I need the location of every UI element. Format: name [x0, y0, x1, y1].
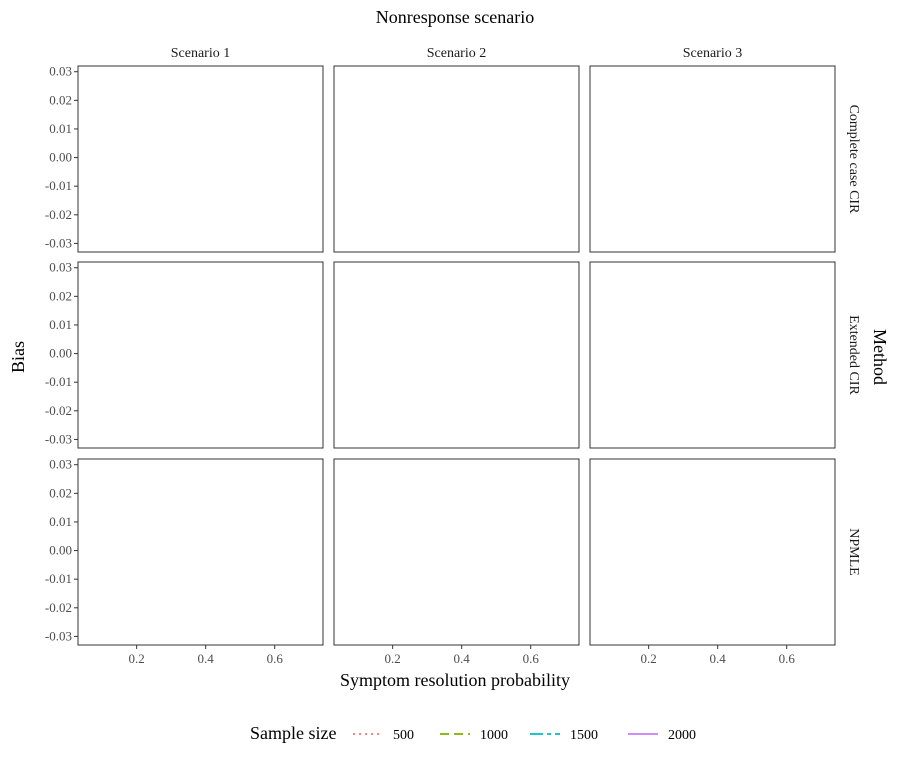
- y-tick-label: -0.01: [45, 374, 72, 389]
- panel-border: [589, 65, 836, 253]
- legend-title: Sample size: [250, 723, 336, 743]
- x-tick-label: 0.4: [710, 651, 727, 666]
- y-tick-label: 0.03: [49, 457, 72, 472]
- panel: -0.03 -0.02 -0.01 0.00 0.01 0.02 0.03: [45, 64, 324, 253]
- x-tick-label: 0.6: [523, 651, 540, 666]
- panel: [589, 261, 836, 449]
- legend-label-1500: 1500: [570, 728, 598, 743]
- y-tick-label: -0.03: [45, 628, 72, 643]
- x-axis-title: Symptom resolution probability: [340, 670, 570, 690]
- y-tick-label: 0.02: [49, 288, 72, 303]
- legend: Sample size 500 1000 1500 2000: [250, 723, 696, 743]
- x-tick-label: 0.2: [385, 651, 401, 666]
- x-tick-label: 0.2: [129, 651, 145, 666]
- y-tick-label: -0.01: [45, 571, 72, 586]
- y-tick-label: 0.01: [49, 514, 72, 529]
- y-tick-label: 0.00: [49, 150, 72, 165]
- panel-border: [589, 458, 836, 646]
- panel-border: [333, 65, 580, 253]
- row-strip-label: NPMLE: [846, 528, 861, 575]
- panel-border: [333, 458, 580, 646]
- y-tick-label: 0.01: [49, 317, 72, 332]
- y-tick-label: 0.02: [49, 485, 72, 500]
- panel: 0.2 0.4 0.6: [589, 458, 836, 666]
- row-facet-title: Method: [870, 329, 890, 385]
- y-tick-label: 0.00: [49, 543, 72, 558]
- panel: -0.03 -0.02 -0.01 0.00 0.01 0.02 0.03: [45, 260, 324, 449]
- panel: 0.2 0.4 0.6: [333, 458, 580, 666]
- column-strip-label: Scenario 1: [171, 46, 230, 61]
- panel-border: [77, 261, 324, 449]
- y-tick-label: -0.02: [45, 207, 72, 222]
- legend-label-500: 500: [393, 728, 414, 743]
- panel-border: [77, 65, 324, 253]
- x-tick-label: 0.4: [454, 651, 471, 666]
- panel-border: [333, 261, 580, 449]
- x-tick-label: 0.6: [779, 651, 796, 666]
- column-strip-label: Scenario 3: [683, 46, 742, 61]
- y-tick-label: -0.01: [45, 178, 72, 193]
- panel-border: [589, 261, 836, 449]
- y-tick-label: 0.00: [49, 346, 72, 361]
- y-axis-title: Bias: [8, 341, 28, 373]
- legend-label-1000: 1000: [480, 728, 508, 743]
- legend-label-2000: 2000: [668, 728, 696, 743]
- panel: -0.03 -0.02 -0.01 0.00 0.01 0.02 0.03 0.2 0.4 0.6: [45, 457, 324, 666]
- column-strip-label: Scenario 2: [427, 46, 486, 61]
- x-tick-label: 0.4: [198, 651, 215, 666]
- y-tick-label: -0.02: [45, 600, 72, 615]
- y-tick-label: -0.03: [45, 235, 72, 250]
- row-strip-label: Complete case CIR: [846, 105, 861, 215]
- panels-group: Scenario 1 Scenario 2 Scenario 3 Complete c…: [45, 46, 861, 666]
- panel-border: [77, 458, 324, 646]
- panel: [333, 65, 580, 253]
- y-tick-label: 0.03: [49, 64, 72, 79]
- y-tick-label: -0.03: [45, 431, 72, 446]
- chart-title: Nonresponse scenario: [376, 7, 534, 27]
- panel: [333, 261, 580, 449]
- y-tick-label: -0.02: [45, 403, 72, 418]
- x-tick-label: 0.2: [641, 651, 657, 666]
- panel: [589, 65, 836, 253]
- y-tick-label: 0.02: [49, 92, 72, 107]
- y-tick-label: 0.01: [49, 121, 72, 136]
- y-tick-label: 0.03: [49, 260, 72, 275]
- row-strip-label: Extended CIR: [846, 315, 861, 395]
- x-tick-label: 0.6: [267, 651, 284, 666]
